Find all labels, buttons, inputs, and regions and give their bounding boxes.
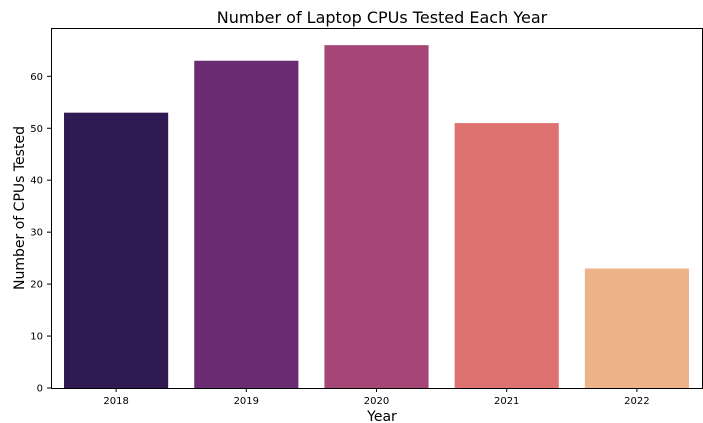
y-tick-label: 0 [37, 384, 43, 395]
x-axis-label: Year [366, 409, 397, 423]
y-axis-ticks: 0 10 20 30 40 50 60 [30, 72, 51, 395]
x-axis-ticks: 2018 2019 2020 2021 2022 [103, 388, 650, 407]
y-tick-label: 20 [30, 280, 43, 291]
bar-2019 [194, 60, 299, 388]
chart-title: Number of Laptop CPUs Tested Each Year [217, 8, 548, 27]
x-tick-label: 2018 [103, 396, 128, 407]
bar-2020 [324, 45, 429, 388]
bar-2021 [454, 123, 559, 388]
y-tick-label: 40 [30, 176, 43, 187]
bars [64, 45, 689, 389]
x-tick-label: 2022 [624, 396, 649, 407]
y-tick-label: 60 [30, 72, 43, 83]
plot-area: 0 10 20 30 40 50 60 2018 2019 2020 2021 2022 [30, 28, 703, 407]
y-tick-label: 50 [30, 124, 43, 135]
y-tick-label: 10 [30, 332, 43, 343]
y-tick-label: 30 [30, 228, 43, 239]
x-tick-label: 2021 [494, 396, 519, 407]
x-tick-label: 2020 [364, 396, 389, 407]
y-axis-label: Number of CPUs Tested [12, 126, 28, 290]
bar-2018 [64, 112, 169, 389]
x-tick-label: 2019 [234, 396, 259, 407]
bar-2022 [584, 268, 689, 388]
